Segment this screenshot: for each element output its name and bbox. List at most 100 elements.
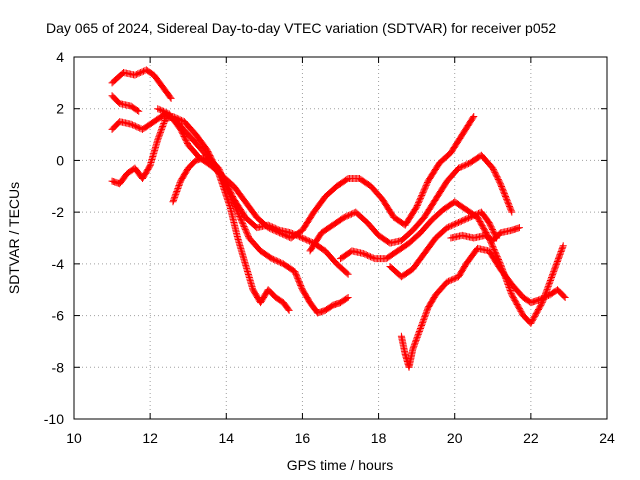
data-point	[423, 180, 431, 188]
data-point	[541, 291, 549, 299]
data-point	[230, 200, 238, 208]
data-point	[422, 310, 430, 318]
data-point	[550, 268, 558, 276]
data-point	[264, 224, 272, 232]
data-point	[301, 235, 309, 243]
data-point	[300, 235, 308, 243]
data-point	[496, 260, 504, 268]
data-point	[503, 197, 511, 205]
data-point	[415, 329, 423, 337]
data-point	[499, 267, 507, 275]
data-point	[505, 282, 513, 290]
data-point	[159, 121, 167, 129]
data-point	[414, 330, 422, 338]
data-point	[505, 283, 513, 291]
data-point	[462, 161, 470, 169]
data-point	[556, 250, 564, 258]
data-point	[549, 271, 557, 279]
data-point	[459, 217, 467, 225]
data-point	[465, 214, 473, 222]
data-point	[459, 162, 467, 170]
data-point	[229, 197, 237, 205]
data-point	[420, 316, 428, 324]
data-point	[466, 213, 474, 221]
data-point	[413, 333, 421, 341]
data-point	[499, 187, 507, 195]
data-point	[157, 106, 165, 114]
data-point	[456, 164, 464, 172]
data-point	[170, 195, 178, 203]
data-point	[160, 119, 168, 127]
data-point	[507, 207, 515, 215]
data-point	[545, 279, 553, 287]
x-tick-label: 20	[447, 430, 463, 446]
data-point	[469, 212, 477, 220]
data-point	[551, 263, 559, 271]
data-point	[557, 248, 565, 256]
data-point	[155, 105, 163, 113]
data-point	[552, 262, 560, 270]
data-point	[538, 299, 546, 307]
data-point	[410, 342, 418, 350]
data-point	[222, 182, 230, 190]
data-point	[297, 233, 305, 241]
data-point	[445, 277, 453, 285]
data-point	[156, 128, 164, 136]
data-point	[239, 221, 247, 229]
data-point	[501, 273, 509, 281]
data-point	[543, 287, 551, 295]
data-point	[134, 70, 142, 78]
data-point	[284, 305, 292, 313]
data-point	[540, 293, 548, 301]
data-point	[243, 230, 251, 238]
data-point	[173, 187, 181, 195]
data-point	[507, 288, 515, 296]
data-point	[176, 116, 184, 124]
data-point	[275, 258, 283, 266]
data-point	[506, 202, 514, 210]
data-point	[131, 71, 139, 79]
data-point	[172, 189, 180, 197]
data-point	[417, 193, 425, 201]
data-point	[268, 255, 276, 263]
data-point	[365, 252, 373, 260]
data-point	[411, 339, 419, 347]
data-point	[559, 242, 567, 250]
series-arc-9	[447, 224, 523, 245]
data-point	[453, 219, 461, 227]
data-point	[553, 259, 561, 267]
data-point	[445, 223, 453, 231]
data-point	[467, 213, 475, 221]
data-point	[237, 215, 245, 223]
data-point	[306, 237, 314, 245]
data-point	[277, 229, 285, 237]
data-point	[159, 107, 167, 115]
data-point	[422, 181, 430, 189]
data-point	[175, 182, 183, 190]
data-point	[224, 187, 232, 195]
data-point	[543, 285, 551, 293]
data-point	[542, 290, 550, 298]
data-point	[274, 228, 282, 236]
data-point	[224, 185, 232, 193]
data-point	[496, 180, 504, 188]
data-point	[368, 253, 376, 261]
data-point	[506, 286, 514, 294]
y-axis-ticks: -10 -8 -6 -4 -2 0 2 4	[44, 49, 607, 427]
data-point	[457, 163, 465, 171]
data-point	[236, 214, 244, 222]
data-point	[472, 211, 480, 219]
data-point	[422, 308, 430, 316]
data-point	[410, 341, 418, 349]
data-point	[556, 252, 564, 260]
data-point	[553, 258, 561, 266]
data-point	[544, 284, 552, 292]
data-point	[175, 115, 183, 123]
y-tick-label: -4	[52, 256, 65, 272]
data-point	[409, 344, 417, 352]
data-point	[172, 190, 180, 198]
data-point	[457, 217, 465, 225]
data-point	[226, 191, 234, 199]
data-point	[500, 269, 508, 277]
data-point	[414, 332, 422, 340]
